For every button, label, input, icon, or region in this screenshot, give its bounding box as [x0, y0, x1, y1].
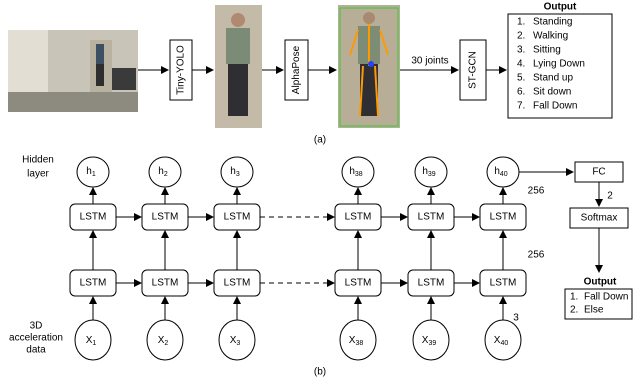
caption: (b) [314, 367, 326, 378]
index: 3 [236, 340, 240, 347]
item-text: Else [584, 305, 604, 316]
item-text: Lying Down [533, 59, 585, 70]
item-text: Sitting [533, 45, 561, 56]
lstm-label: LSTM [418, 212, 445, 223]
index: 39 [428, 171, 436, 178]
input-photo [8, 30, 138, 112]
output-title: Output [584, 277, 617, 288]
lstm-label: LSTM [80, 212, 107, 223]
item-text: Stand up [533, 73, 573, 84]
lstm-label: LSTM [224, 212, 251, 223]
dim-label: 256 [528, 250, 545, 261]
stage-label: ST-GCN [468, 51, 479, 89]
lstm-label: LSTM [418, 278, 445, 289]
index: 38 [355, 171, 363, 178]
index: 40 [500, 171, 508, 178]
skeleton-photo [338, 5, 400, 128]
item-number: 2. [517, 31, 525, 42]
item-text: Walking [533, 31, 568, 42]
output-title: Output [544, 2, 577, 13]
item-text: Sit down [533, 87, 571, 98]
index: 40 [500, 340, 508, 347]
dim-label: 3 [513, 313, 519, 324]
item-text: Standing [533, 17, 572, 28]
index: 39 [428, 340, 436, 347]
dim-label: 256 [528, 186, 545, 197]
item-number: 4. [517, 59, 525, 70]
hidden-label: layer [27, 169, 49, 180]
item-number: 3. [517, 45, 525, 56]
lstm-label: LSTM [490, 278, 517, 289]
person-crop [215, 5, 262, 128]
caption: (a) [314, 135, 326, 146]
lstm-label: LSTM [490, 212, 517, 223]
index: 3 [236, 171, 240, 178]
index: 38 [355, 340, 363, 347]
index: 1 [92, 171, 96, 178]
stage-label: Tiny-YOLO [176, 45, 187, 95]
lstm-label: LSTM [345, 212, 372, 223]
lstm-label: LSTM [345, 278, 372, 289]
edge-label: 30 joints [411, 56, 448, 67]
diagram: Tiny-YOLO AlphaPose ST-GCN 30 joints Output 1… [0, 0, 642, 381]
index: 2 [164, 340, 168, 347]
stage-label: AlphaPose [291, 45, 302, 94]
item-number: 2. [570, 305, 578, 316]
item-number: 6. [517, 87, 525, 98]
softmax-label: Softmax [581, 213, 618, 224]
lstm-label: LSTM [152, 278, 179, 289]
lstm-label: LSTM [80, 278, 107, 289]
index: 2 [164, 171, 168, 178]
input-label: 3D [30, 321, 43, 332]
item-number: 5. [517, 73, 525, 84]
input-label: acceleration [9, 333, 63, 344]
item-text: Fall Down [584, 292, 628, 303]
lstm-label: LSTM [224, 278, 251, 289]
item-number: 1. [570, 292, 578, 303]
index: 1 [92, 340, 96, 347]
fc-out-label: 2 [607, 191, 613, 202]
item-text: Fall Down [533, 101, 577, 112]
lstm-label: LSTM [152, 212, 179, 223]
item-number: 1. [517, 17, 525, 28]
item-number: 7. [517, 101, 525, 112]
input-label: data [26, 345, 46, 356]
fc-label: FC [592, 167, 605, 178]
hidden-label: Hidden [22, 155, 54, 166]
